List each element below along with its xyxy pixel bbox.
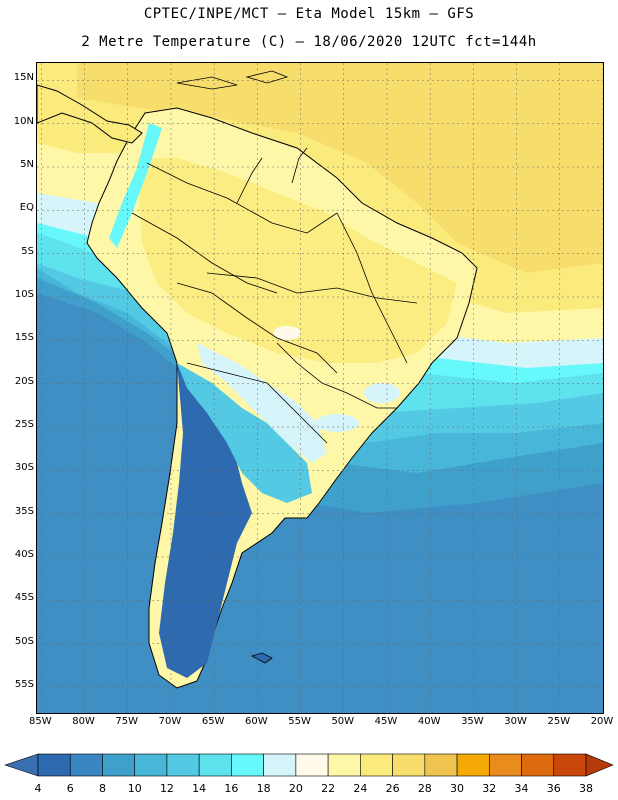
longitude-label: 85W	[29, 716, 52, 727]
latitude-label: 45S	[14, 592, 34, 604]
colorbar-segment	[295, 753, 329, 777]
map-gridlines	[37, 63, 603, 713]
falkland-islands	[250, 652, 273, 664]
latitude-label: 50S	[14, 635, 34, 647]
longitude-label: 40W	[417, 716, 441, 727]
southern-mild-zone	[197, 343, 327, 463]
colorbar-segment	[166, 753, 200, 777]
longitude-label: 75W	[115, 716, 139, 727]
longitude-label: 60W	[245, 716, 268, 727]
latitude-label: 15N	[13, 72, 34, 84]
chart-title-line2: 2 Metre Temperature (C) – 18/06/2020 12U…	[81, 34, 537, 50]
temperature-map	[36, 62, 604, 714]
colorbar-tick-label: 36	[546, 782, 561, 795]
colorbar-tick-label: 28	[417, 782, 432, 795]
colorbar-segment	[488, 753, 522, 777]
longitude-label: 20W	[590, 716, 614, 727]
latitude-label: 10S	[14, 289, 34, 300]
country-borders	[131, 147, 418, 444]
colorbar-tick-label: 6	[66, 782, 74, 795]
highland-cool-spot	[315, 414, 359, 432]
colorbar-segment	[231, 753, 264, 777]
colorbar-min-arrow	[4, 753, 39, 777]
colorbar-segment	[521, 753, 555, 777]
latitude-label: 30S	[14, 462, 34, 474]
colorbar-segment	[263, 753, 297, 777]
longitude-label: 65W	[201, 716, 225, 727]
map-canvas	[37, 63, 603, 713]
warm-interior-zone	[137, 158, 457, 363]
latitude-label: 40S	[14, 549, 34, 560]
latitude-label: 20S	[14, 375, 34, 387]
colorbar-tick-label: 4	[34, 782, 42, 795]
longitude-label: 30W	[504, 716, 527, 727]
colorbar-tick-label: 12	[159, 782, 174, 795]
colorbar-tick-label: 10	[127, 782, 142, 795]
island	[245, 70, 289, 84]
colorbar-segment	[553, 753, 587, 777]
central-america-landmass	[37, 84, 143, 144]
latitude-label: EQ	[19, 202, 34, 214]
latitude-label: 15S	[14, 332, 34, 344]
longitude-label: 70W	[158, 716, 182, 727]
longitude-label: 80W	[72, 716, 95, 727]
colorbar-segment	[102, 753, 136, 777]
colorbar-tick-label: 20	[288, 782, 303, 795]
colorbar-tick-label: 8	[98, 782, 106, 795]
colorbar-segment	[327, 753, 361, 777]
latitude-label: 5N	[20, 159, 34, 170]
colorbar-segment	[424, 753, 458, 777]
latitude-label: 35S	[14, 505, 34, 517]
colorbar-tick-label: 14	[192, 782, 207, 795]
longitude-label: 45W	[374, 716, 398, 727]
colorbar-tick-label: 38	[579, 782, 593, 795]
colorbar-tick-label: 24	[353, 782, 368, 795]
longitude-label: 25W	[547, 716, 571, 727]
colorbar-tick-label: 34	[514, 782, 529, 795]
longitude-label: 35W	[461, 716, 484, 727]
colorbar-segment	[392, 753, 426, 777]
colorbar-tick-label: 18	[256, 782, 271, 795]
colorbar-tick-label: 26	[385, 782, 400, 795]
southern-cool-zone	[177, 363, 312, 503]
colorbar-segment	[198, 753, 232, 777]
colorbar-segment	[69, 753, 103, 777]
colorbar-segment	[37, 753, 71, 777]
latitude-label: 25S	[14, 419, 34, 430]
colorbar-segment	[360, 753, 393, 777]
andes-north-cold	[109, 123, 162, 248]
highland-cool-spot	[273, 326, 301, 340]
colorbar-tick-label: 32	[482, 782, 497, 795]
longitude-label: 50W	[331, 716, 355, 727]
colorbar-tick-label: 30	[450, 782, 465, 795]
chart-title-line1: CPTEC/INPE/MCT – Eta Model 15km – GFS	[143, 6, 475, 22]
latitude-label: 10N	[13, 115, 34, 127]
colorbar-tick-label: 22	[321, 782, 336, 795]
colorbar-segment	[456, 753, 490, 777]
latitude-label: 55S	[14, 679, 34, 690]
longitude-label: 55W	[288, 716, 311, 727]
island	[176, 76, 238, 90]
colorbar-max-arrow	[585, 753, 614, 777]
latitude-label: 5S	[21, 245, 34, 257]
ocean-band-28	[77, 63, 603, 273]
colorbar-segment	[134, 753, 168, 777]
highland-cool-spot	[364, 383, 400, 403]
colorbar-tick-label: 16	[224, 782, 239, 795]
color-scale-bar	[4, 753, 614, 777]
